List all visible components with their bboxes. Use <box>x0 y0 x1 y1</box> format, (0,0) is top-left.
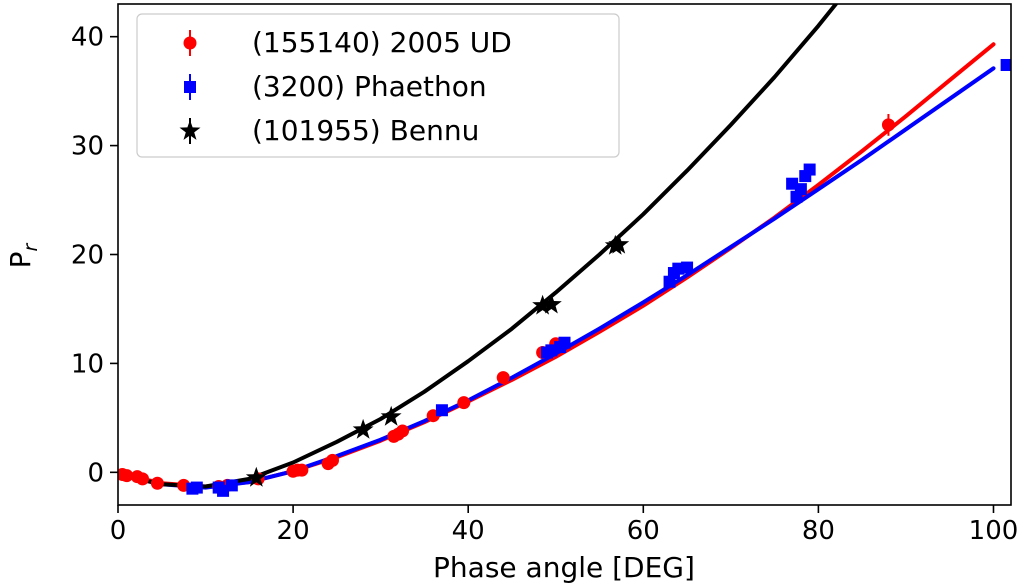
point-101955-bennu-3 <box>532 294 554 315</box>
legend-label-bennu: (101955) Bennu <box>252 114 479 147</box>
x-tick-label-80: 80 <box>802 516 835 546</box>
point-3200-phaethon-18 <box>803 163 816 176</box>
legend-item-bennu: (101955) Bennu <box>179 114 479 147</box>
point-3200-phaethon-1 <box>190 481 203 494</box>
legend-label-2005ud: (155140) 2005 UD <box>252 26 512 59</box>
y-axis-label-main: P <box>4 251 37 268</box>
legend-marker-2005ud <box>183 30 197 56</box>
point-101955-bennu-6 <box>608 233 630 254</box>
x-tick-label-40: 40 <box>452 516 485 546</box>
y-tick-label-0: 0 <box>87 458 104 488</box>
x-tick-label-100: 100 <box>969 516 1019 546</box>
point-155140-2005-ud-4 <box>150 476 164 490</box>
legend-label-phaethon: (3200) Phaethon <box>252 70 487 103</box>
legend-item-phaethon: (3200) Phaethon <box>184 70 487 103</box>
point-155140-2005-ud-13 <box>325 453 339 467</box>
legend-box <box>136 13 620 158</box>
point-155140-2005-ud-22 <box>881 118 895 132</box>
point-101955-bennu-2 <box>380 405 402 426</box>
point-3200-phaethon-9 <box>558 336 571 349</box>
point-155140-2005-ud-3 <box>136 472 150 486</box>
point-155140-2005-ud-1 <box>120 469 134 483</box>
x-axis-label: Phase angle [DEG] <box>433 551 695 584</box>
point-3200-phaethon-13 <box>681 261 694 274</box>
point-155140-2005-ud-11 <box>295 463 309 477</box>
data-markers <box>118 58 1011 497</box>
legend-item-2005ud: (155140) 2005 UD <box>183 26 512 59</box>
x-tick-label-60: 60 <box>627 516 660 546</box>
y-axis-label-subscript: r <box>20 242 42 251</box>
y-tick-label-20: 20 <box>71 241 104 271</box>
point-3200-phaethon-19 <box>1000 58 1011 71</box>
x-tick-label-20: 20 <box>277 516 310 546</box>
point-155140-2005-ud-18 <box>457 396 471 410</box>
y-tick-label-30: 30 <box>71 132 104 162</box>
y-axis-label: Pr <box>4 242 42 268</box>
x-axis: 0 20 40 60 80 100 <box>110 505 1019 546</box>
legend-symbol-155140-2005-ud <box>183 36 197 50</box>
svg-text:Pr: Pr <box>4 242 42 268</box>
point-155140-2005-ud-16 <box>396 424 410 438</box>
x-tick-label-0: 0 <box>110 516 127 546</box>
legend-symbol-3200-phaethon <box>184 81 196 93</box>
point-3200-phaethon-4 <box>225 479 238 492</box>
y-tick-label-10: 10 <box>71 349 104 379</box>
fit-line-101955-bennu <box>118 4 838 489</box>
point-3200-phaethon-5 <box>435 404 448 417</box>
legend-marker-phaethon <box>184 74 196 100</box>
legend: (155140) 2005 UD (3200) Phaethon (101955… <box>136 13 620 158</box>
y-tick-label-40: 40 <box>71 23 104 53</box>
legend-symbol-101955-bennu <box>179 120 201 140</box>
point-155140-2005-ud-19 <box>496 371 510 385</box>
point-3200-phaethon-16 <box>794 183 807 196</box>
y-axis: 0 10 20 30 40 <box>71 23 118 488</box>
point-101955-bennu-0 <box>245 466 267 487</box>
point-101955-bennu-4 <box>540 293 562 314</box>
point-101955-bennu-1 <box>352 418 374 439</box>
legend-marker-bennu <box>179 118 201 144</box>
